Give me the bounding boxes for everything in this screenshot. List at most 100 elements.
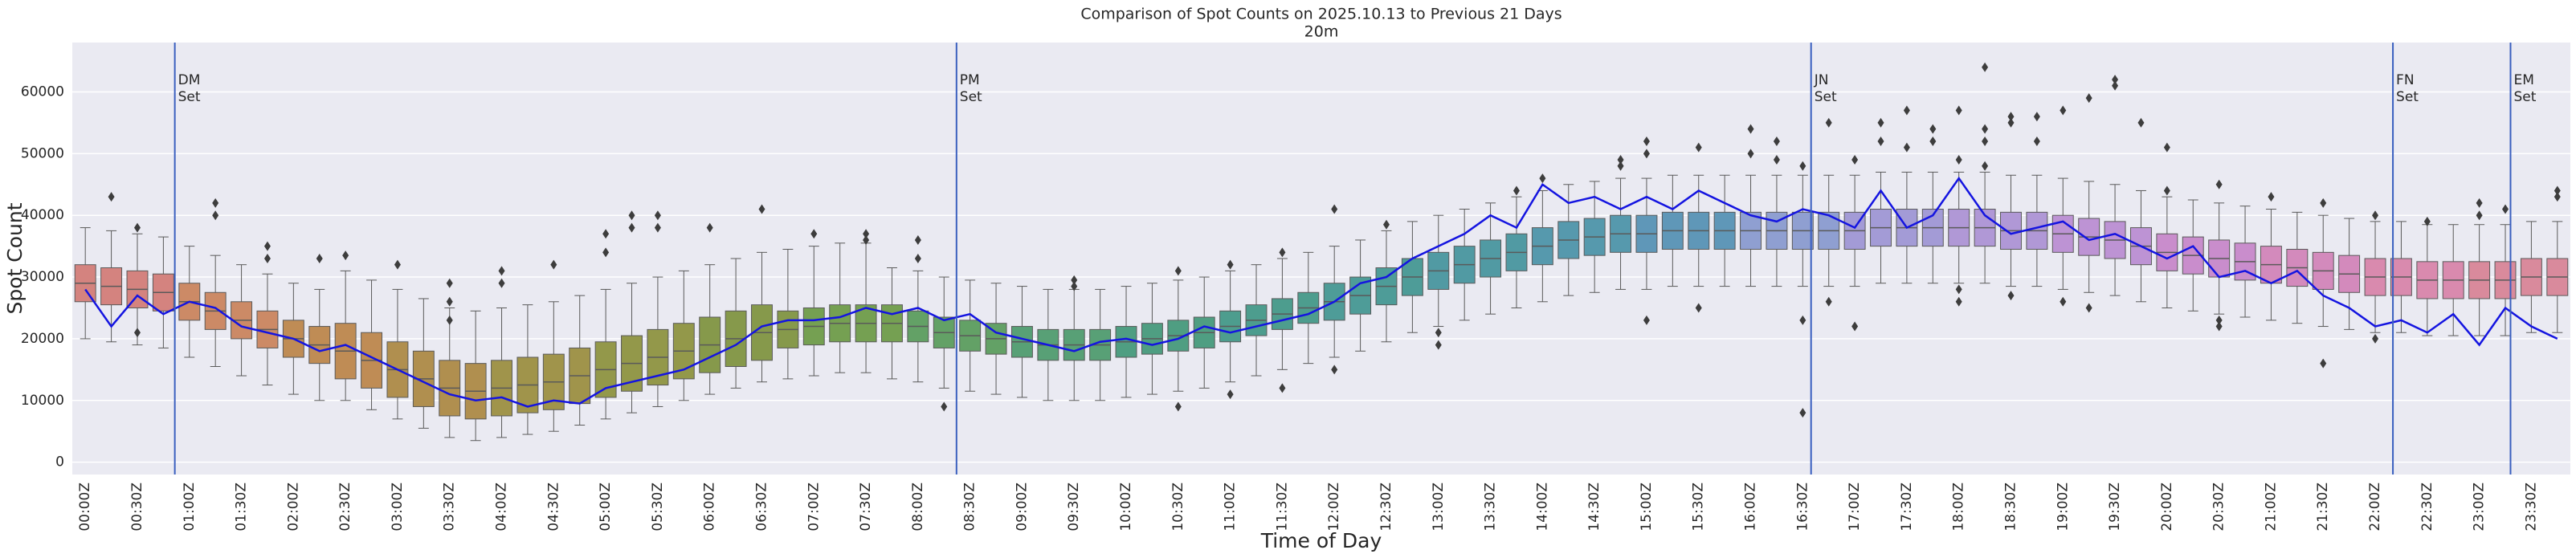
outlier	[1773, 155, 1780, 165]
y-axis-label: Spot Count	[3, 202, 27, 314]
outlier	[2215, 321, 2223, 332]
box-group	[74, 227, 96, 340]
outlier	[706, 222, 713, 233]
outlier	[1773, 136, 1780, 146]
y-tick-label: 50000	[21, 145, 64, 161]
box-group	[672, 270, 695, 401]
box-group	[1115, 286, 1137, 398]
x-tick-label: 00:00Z	[77, 483, 93, 532]
x-tick-label: 01:00Z	[182, 483, 198, 532]
outlier	[2268, 192, 2275, 202]
outlier	[1382, 219, 1390, 230]
x-tick-label: 03:30Z	[442, 483, 458, 532]
outlier	[1799, 315, 1806, 325]
box-group	[907, 270, 929, 383]
outlier	[498, 266, 505, 276]
y-tick-label: 0	[55, 454, 64, 470]
outlier	[1643, 315, 1650, 325]
x-tick-label: 10:00Z	[1118, 483, 1134, 532]
x-tick-label: 23:30Z	[2523, 483, 2539, 532]
y-tick-label: 40000	[21, 207, 64, 223]
box-group	[152, 236, 174, 348]
x-tick-label: 05:30Z	[650, 483, 666, 532]
box-group	[2104, 184, 2126, 296]
box-group	[1141, 283, 1163, 395]
x-tick-label: 15:00Z	[1639, 483, 1655, 532]
outlier	[2320, 358, 2327, 369]
x-tick-label: 01:30Z	[234, 483, 250, 532]
box-group	[308, 288, 331, 401]
outlier	[446, 296, 453, 307]
outlier	[863, 234, 870, 245]
box-group	[2416, 224, 2439, 336]
box-group	[1610, 177, 1632, 290]
outlier	[1982, 161, 1989, 171]
outlier	[2320, 198, 2327, 208]
y-tick-label: 10000	[21, 393, 64, 409]
outlier	[2085, 93, 2092, 104]
box-group	[1010, 286, 1033, 398]
outlier	[2554, 192, 2561, 202]
x-tick-label: 18:00Z	[1951, 483, 1967, 532]
box-group	[647, 276, 669, 407]
box-group	[1791, 174, 1814, 287]
x-tick-label: 09:00Z	[1014, 483, 1030, 532]
box-group	[829, 242, 851, 373]
event-label: Set	[178, 89, 201, 105]
outlier	[2215, 315, 2223, 325]
outlier	[1617, 155, 1624, 165]
box-group	[2546, 221, 2569, 333]
outlier	[1955, 296, 1962, 307]
outlier	[1617, 161, 1624, 171]
outlier	[810, 229, 818, 239]
outlier	[1955, 105, 1962, 116]
event-label: PM	[960, 72, 980, 88]
outlier	[1513, 185, 1520, 196]
event-label: Set	[1815, 89, 1837, 105]
outlier	[2007, 291, 2015, 301]
x-tick-label: 03:00Z	[390, 483, 406, 532]
outlier	[602, 247, 610, 258]
plot-area	[72, 43, 2570, 475]
x-tick-label: 04:30Z	[545, 483, 561, 532]
box-group	[985, 283, 1007, 395]
x-tick-label: 11:00Z	[1223, 483, 1239, 532]
x-tick-label: 07:30Z	[858, 483, 874, 532]
x-tick-label: 14:00Z	[1534, 483, 1550, 532]
outlier	[2112, 80, 2119, 91]
box-group	[699, 264, 721, 395]
x-tick-label: 22:00Z	[2367, 483, 2383, 532]
outlier	[1435, 340, 1442, 350]
box-group	[1531, 189, 1553, 303]
box-group	[2312, 214, 2334, 328]
x-tick-label: 09:30Z	[1066, 483, 1082, 532]
x-tick-label: 04:00Z	[494, 483, 510, 532]
x-tick-label: 21:00Z	[2263, 483, 2279, 532]
outlier	[1174, 266, 1182, 276]
x-tick-label: 06:00Z	[702, 483, 718, 532]
box-group	[959, 279, 982, 392]
outlier	[1982, 62, 1989, 72]
box-group	[491, 307, 512, 438]
box-group	[2286, 211, 2309, 324]
box-group	[256, 273, 279, 386]
outlier	[316, 254, 323, 263]
outlier	[2163, 142, 2170, 153]
outlier	[2163, 185, 2170, 196]
outlier	[1331, 204, 1338, 214]
x-tick-label: 12:00Z	[1326, 483, 1342, 532]
outlier	[133, 328, 141, 338]
box-group	[2520, 221, 2542, 333]
outlier	[1877, 117, 1884, 128]
outlier	[394, 259, 401, 270]
outlier	[1227, 259, 1234, 270]
x-tick-label: 17:00Z	[1847, 483, 1863, 532]
outlier	[2476, 210, 2483, 221]
box-group	[594, 288, 617, 420]
chart-title: Comparison of Spot Counts on 2025.10.13 …	[1080, 6, 1562, 23]
box-group	[2026, 174, 2048, 287]
outlier	[1929, 124, 1937, 134]
box-group	[126, 233, 149, 346]
outlier	[914, 254, 921, 263]
